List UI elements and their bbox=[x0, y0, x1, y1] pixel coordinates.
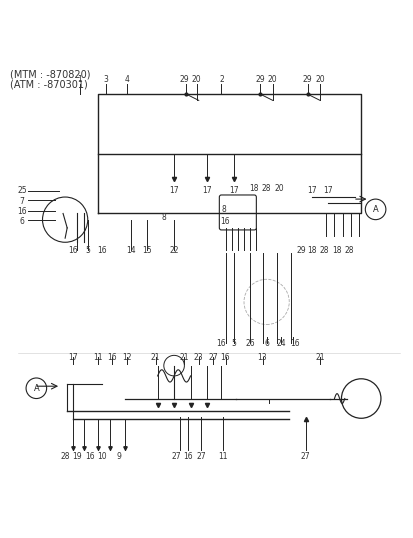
Text: 28: 28 bbox=[60, 451, 70, 461]
Text: 6: 6 bbox=[263, 338, 268, 348]
Text: 17: 17 bbox=[228, 186, 238, 195]
Text: 2: 2 bbox=[218, 75, 223, 84]
Text: 21: 21 bbox=[179, 353, 189, 362]
Text: 17: 17 bbox=[202, 186, 211, 195]
Text: 21: 21 bbox=[315, 353, 324, 362]
Text: 15: 15 bbox=[142, 246, 152, 255]
Text: 29: 29 bbox=[302, 75, 312, 84]
Text: 5: 5 bbox=[231, 338, 235, 348]
Text: 24: 24 bbox=[275, 338, 285, 348]
Text: 14: 14 bbox=[126, 246, 135, 255]
Text: 6: 6 bbox=[19, 217, 24, 226]
Text: 10: 10 bbox=[97, 451, 107, 461]
Text: (MTM : -870820): (MTM : -870820) bbox=[9, 69, 90, 80]
Text: 17: 17 bbox=[69, 353, 78, 362]
Text: 22: 22 bbox=[169, 246, 178, 255]
Text: 7: 7 bbox=[19, 197, 24, 206]
Text: 12: 12 bbox=[122, 353, 131, 362]
Text: 16: 16 bbox=[220, 217, 230, 226]
Text: 28: 28 bbox=[319, 246, 328, 255]
Text: 16: 16 bbox=[183, 451, 193, 461]
Text: 16: 16 bbox=[97, 246, 107, 255]
Text: 17: 17 bbox=[323, 186, 332, 195]
Text: 8: 8 bbox=[161, 213, 166, 222]
Text: 16: 16 bbox=[85, 451, 95, 461]
Text: 28: 28 bbox=[261, 185, 271, 193]
Text: 29: 29 bbox=[255, 75, 265, 84]
Text: 29: 29 bbox=[296, 246, 306, 255]
Text: 16: 16 bbox=[220, 353, 230, 362]
Text: 11: 11 bbox=[218, 451, 228, 461]
Text: 17: 17 bbox=[169, 186, 178, 195]
Text: 16: 16 bbox=[290, 338, 299, 348]
Text: 16: 16 bbox=[69, 246, 78, 255]
Text: 27: 27 bbox=[171, 451, 180, 461]
Text: 9: 9 bbox=[116, 451, 121, 461]
Text: 11: 11 bbox=[93, 353, 102, 362]
Text: 19: 19 bbox=[72, 451, 82, 461]
Text: 29: 29 bbox=[179, 75, 189, 84]
Text: 21: 21 bbox=[150, 353, 160, 362]
Text: 27: 27 bbox=[208, 353, 218, 362]
Text: 23: 23 bbox=[194, 353, 203, 362]
Text: 16: 16 bbox=[216, 338, 225, 348]
Text: 26: 26 bbox=[245, 338, 254, 348]
Text: 20: 20 bbox=[267, 75, 277, 84]
Text: 28: 28 bbox=[343, 246, 353, 255]
Text: 1: 1 bbox=[77, 75, 82, 84]
Text: 18: 18 bbox=[331, 246, 340, 255]
Text: A: A bbox=[33, 384, 39, 393]
Text: 18: 18 bbox=[306, 246, 316, 255]
Text: 4: 4 bbox=[124, 75, 129, 84]
Text: A: A bbox=[372, 205, 377, 214]
Text: 20: 20 bbox=[192, 75, 201, 84]
Text: 25: 25 bbox=[17, 186, 27, 195]
Text: 27: 27 bbox=[195, 451, 205, 461]
Text: 18: 18 bbox=[249, 185, 259, 193]
Text: 20: 20 bbox=[315, 75, 324, 84]
Text: 27: 27 bbox=[300, 451, 310, 461]
FancyBboxPatch shape bbox=[219, 195, 256, 230]
Text: 13: 13 bbox=[257, 353, 267, 362]
Text: 16: 16 bbox=[17, 207, 27, 216]
Text: 16: 16 bbox=[107, 353, 117, 362]
Text: 8: 8 bbox=[221, 205, 225, 214]
Text: 17: 17 bbox=[306, 186, 316, 195]
Text: (ATM : -870301): (ATM : -870301) bbox=[9, 80, 87, 90]
Text: 5: 5 bbox=[85, 246, 90, 255]
Text: 3: 3 bbox=[104, 75, 109, 84]
Text: 20: 20 bbox=[273, 185, 283, 193]
